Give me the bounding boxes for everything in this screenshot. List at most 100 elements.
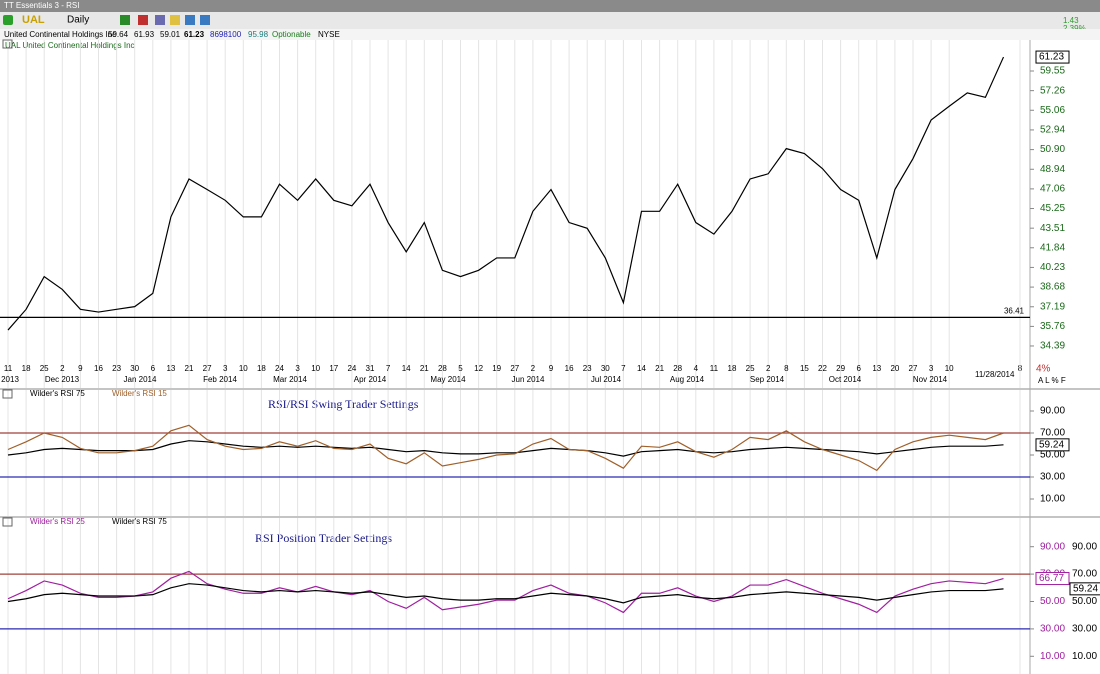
x-tick-label: 29	[836, 364, 845, 373]
zoom: 4%	[1036, 364, 1051, 375]
panel-close[interactable]	[2, 39, 13, 49]
quote-exchange: NYSE	[318, 30, 340, 39]
x-tick-label: 14	[637, 364, 646, 373]
month-label: Oct 2014	[829, 375, 862, 384]
legend-item: Wilder's RSI 75	[30, 389, 85, 398]
tool-icon[interactable]	[200, 15, 210, 25]
tool-icon[interactable]	[185, 15, 195, 25]
y-tick-label: 70.00	[1040, 428, 1065, 439]
x-tick-label: 9	[549, 364, 554, 373]
x-tick-label: 22	[818, 364, 827, 373]
last-value: 59.24	[1073, 583, 1098, 594]
x-tick-label: 17	[329, 364, 338, 373]
tool-icon[interactable]	[155, 15, 165, 25]
y-tick-label: 10.00	[1040, 494, 1065, 505]
x-tick-label: 21	[420, 364, 429, 373]
annotation: RSI Position Trader Settings	[255, 531, 392, 545]
rsi-line	[7, 440, 1004, 457]
x-tick-label: 30	[130, 364, 139, 373]
panel-close[interactable]	[2, 389, 13, 399]
y-tick-label: 90.00	[1040, 541, 1065, 552]
x-tick-label: 20	[890, 364, 899, 373]
y-tick-label: 55.06	[1040, 105, 1065, 116]
y-tick-label: 30.00	[1072, 624, 1097, 635]
add-button[interactable]	[3, 15, 13, 25]
period[interactable]: Daily	[67, 15, 89, 26]
y-tick-label: 50.00	[1040, 596, 1065, 607]
tool-icon[interactable]	[138, 15, 148, 25]
y-tick-label: 70.00	[1072, 569, 1097, 580]
y-tick-label: 10.00	[1040, 651, 1065, 662]
x-tick-label: 15	[800, 364, 809, 373]
x-tick-label: 24	[275, 364, 284, 373]
x-tick-label: 14	[402, 364, 411, 373]
x-tick-label: 11	[710, 364, 719, 373]
window-title: TT Essentials 3 - RSI	[4, 1, 79, 10]
y-tick-label: 30.00	[1040, 472, 1065, 483]
legend-item: Wilder's RSI 75	[112, 517, 167, 526]
rsi-line	[7, 583, 1004, 604]
y-tick-label: 30.00	[1040, 624, 1065, 635]
y-tick-label: 41.84	[1040, 242, 1065, 253]
quote-volume: 8698100	[210, 30, 242, 39]
quote-other: 95.98	[248, 30, 269, 39]
quote-bar	[0, 29, 1100, 40]
x-tick-label: 12	[474, 364, 483, 373]
price-line	[7, 56, 1005, 331]
x-tick-label: 19	[492, 364, 501, 373]
x-tick-label: 27	[909, 364, 918, 373]
y-tick-label: 57.26	[1040, 85, 1065, 96]
x-tick-label: 13	[872, 364, 881, 373]
x-tick-label: 3	[929, 364, 934, 373]
month-label: Nov 2014	[913, 375, 948, 384]
y-tick-label: 45.25	[1040, 203, 1065, 214]
last-value-box	[1069, 582, 1100, 596]
quote-open: 59.64	[108, 30, 129, 39]
month-label: Apr 2014	[354, 375, 387, 384]
month-label: Sep 2014	[750, 375, 785, 384]
month-label: Aug 2014	[670, 375, 705, 384]
y-tick-label: 50.90	[1040, 144, 1065, 155]
panel-close[interactable]	[2, 517, 13, 527]
y-tick-label: 38.68	[1040, 282, 1065, 293]
last-value-box	[1035, 50, 1070, 64]
x-tick-label: 6	[151, 364, 156, 373]
x-tick-label: 21	[185, 364, 194, 373]
y-tick-label: 50.00	[1072, 596, 1097, 607]
x-tick-label: 27	[510, 364, 519, 373]
x-tick-label: 11	[4, 364, 13, 373]
y-tick-label: 35.76	[1040, 321, 1065, 332]
y-tick-label: 90.00	[1040, 406, 1065, 417]
x-tick-label: 7	[386, 364, 391, 373]
month-label: Jul 2014	[591, 375, 622, 384]
x-tick-label: 6	[856, 364, 861, 373]
tool-icon[interactable]	[170, 15, 180, 25]
tool-icon[interactable]	[120, 15, 130, 25]
x-tick-label: 2	[60, 364, 65, 373]
x-tick-label: 25	[40, 364, 49, 373]
y-tick-label: 48.94	[1040, 164, 1065, 175]
x-tick-label: 10	[311, 364, 320, 373]
x-tick-label: 23	[583, 364, 592, 373]
month-label: Jun 2014	[512, 375, 545, 384]
rsi-line	[7, 570, 1004, 614]
x-tick-label: 24	[347, 364, 356, 373]
x-tick-label: 30	[601, 364, 610, 373]
x-tick-label: 18	[728, 364, 737, 373]
x-tick-label: 13	[166, 364, 175, 373]
title-bar	[0, 0, 1100, 12]
change-pct: 2.39%	[1063, 24, 1086, 33]
x-tick-label: 3	[223, 364, 228, 373]
month-label: Mar 2014	[273, 375, 307, 384]
x-tick-label: 10	[239, 364, 248, 373]
y-tick-label: 90.00	[1072, 541, 1097, 552]
month-label: 2013	[1, 375, 19, 384]
symbol[interactable]: UAL	[22, 14, 45, 26]
x-tick-label: 3	[295, 364, 300, 373]
scale-buttons[interactable]: A L % F	[1038, 376, 1066, 385]
y-tick-label: 50.00	[1040, 450, 1065, 461]
legend-item: Wilder's RSI 25	[30, 517, 85, 526]
